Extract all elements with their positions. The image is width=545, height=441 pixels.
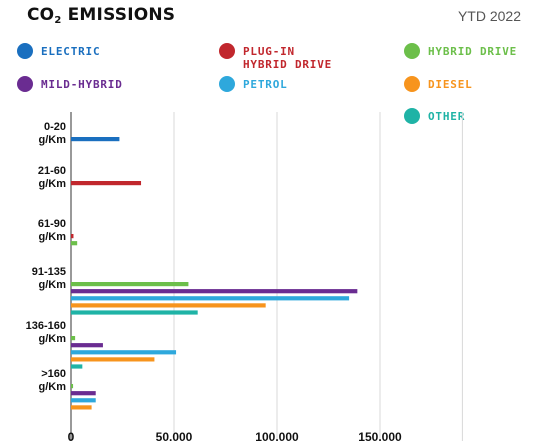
y-tick-label: 21-60 g/Km: [38, 165, 66, 190]
legend-item-other: OTHER: [404, 108, 465, 124]
legend-label: DIESEL: [428, 78, 473, 91]
bar: [71, 303, 266, 308]
bar: [71, 137, 120, 142]
legend-label: OTHER: [428, 110, 466, 123]
bar: [71, 343, 103, 348]
legend-label: PETROL: [243, 78, 288, 91]
legend-dot-icon: [17, 43, 33, 59]
legend-item-hybrid-drive: HYBRID DRIVE: [404, 43, 517, 59]
legend-label: PLUG-IN HYBRID DRIVE: [243, 45, 333, 71]
bar: [71, 336, 76, 341]
legend-dot-icon: [17, 76, 33, 92]
legend-dot-icon: [404, 108, 420, 124]
legend-dot-icon: [404, 43, 420, 59]
bar: [71, 296, 350, 301]
bar: [71, 282, 189, 287]
bar: [71, 398, 96, 403]
legend-label: MILD-HYBRID: [41, 78, 123, 91]
bar: [71, 289, 358, 294]
legend-label: HYBRID DRIVE: [428, 45, 518, 58]
legend-item-electric: ELECTRIC: [17, 43, 100, 59]
bar: [71, 350, 177, 355]
y-tick-label: 136-160 g/Km: [26, 320, 67, 345]
y-tick-label: 0-20 g/Km: [39, 121, 67, 146]
bar: [71, 310, 198, 315]
x-tick-label: 100.000: [255, 430, 299, 441]
chart-title: CO2 EMISSIONS: [27, 5, 176, 26]
x-tick-label: 0: [68, 430, 75, 441]
bar: [71, 384, 74, 389]
y-tick-label: 91-135 g/Km: [32, 266, 66, 291]
x-tick-label: 150.000: [358, 430, 402, 441]
legend-item-mild-hybrid: MILD-HYBRID: [17, 76, 123, 92]
bar: [71, 357, 155, 362]
legend-item-petrol: PETROL: [219, 76, 288, 92]
legend-item-plug-in-hybrid: PLUG-IN HYBRID DRIVE: [219, 43, 332, 71]
legend-dot-icon: [404, 76, 420, 92]
x-tick-label: 50.000: [156, 430, 193, 441]
y-tick-label: 61-90 g/Km: [38, 218, 66, 243]
legend-item-diesel: DIESEL: [404, 76, 473, 92]
y-tick-label: >160 g/Km: [39, 368, 67, 393]
legend-label: ELECTRIC: [41, 45, 101, 58]
bar: [71, 405, 92, 410]
bar: [71, 234, 74, 239]
bar: [71, 241, 78, 246]
bar: [71, 391, 96, 396]
legend-dot-icon: [219, 76, 235, 92]
bar: [71, 364, 83, 369]
bar: [71, 181, 142, 186]
period-label: YTD 2022: [457, 8, 521, 24]
legend-dot-icon: [219, 43, 235, 59]
